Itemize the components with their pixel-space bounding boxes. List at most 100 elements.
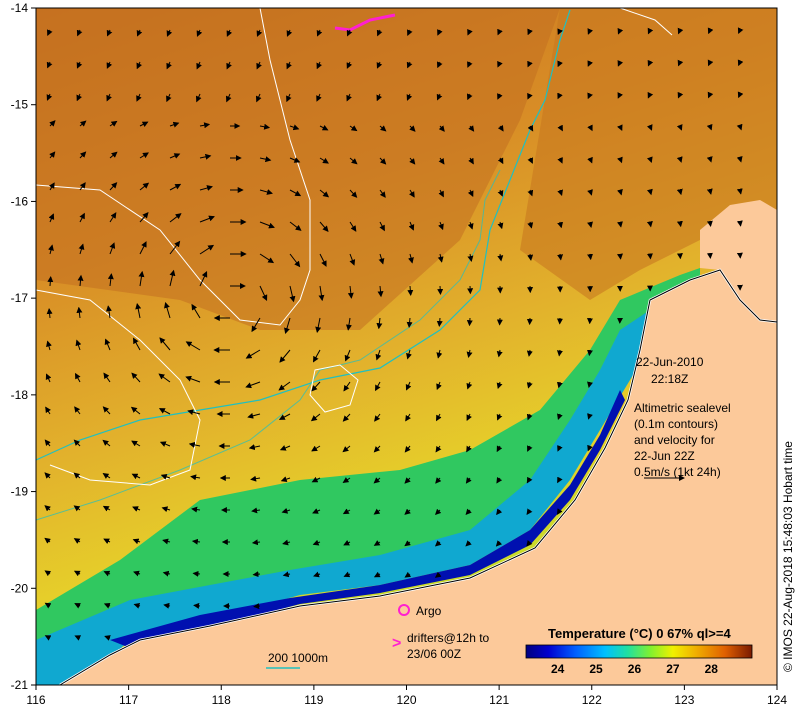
velocity-arrow	[169, 121, 180, 128]
velocity-arrow	[343, 571, 351, 578]
velocity-arrow	[497, 60, 503, 68]
date-label: 22-Jun-2010	[636, 355, 704, 369]
velocity-arrow	[185, 341, 201, 351]
velocity-arrow	[44, 472, 51, 479]
velocity-arrow	[376, 61, 383, 69]
velocity-arrow	[319, 189, 330, 198]
velocity-arrow	[527, 157, 533, 164]
velocity-arrow	[407, 29, 413, 37]
velocity-arrow	[436, 381, 442, 391]
velocity-arrow	[313, 349, 321, 363]
y-tick-label: -19	[11, 485, 29, 499]
velocity-arrow	[256, 29, 263, 37]
velocity-arrow	[706, 188, 713, 195]
velocity-arrow	[247, 412, 261, 419]
velocity-arrow	[676, 188, 683, 196]
x-tick-label: 120	[396, 693, 416, 707]
velocity-arrow	[319, 221, 329, 232]
velocity-arrow	[131, 473, 141, 480]
velocity-arrow	[647, 91, 654, 99]
altimetry-line-2: (0.1m contours)	[634, 417, 718, 431]
velocity-arrow	[468, 157, 474, 165]
x-tick-label: 124	[767, 693, 787, 707]
velocity-arrow	[46, 340, 52, 351]
velocity-arrow	[76, 306, 83, 319]
velocity-arrow	[259, 189, 273, 195]
velocity-arrow	[438, 189, 444, 198]
velocity-arrow	[139, 241, 147, 255]
velocity-arrow	[405, 413, 411, 422]
velocity-arrow	[259, 123, 271, 130]
velocity-arrow	[409, 125, 416, 132]
velocity-arrow	[76, 61, 83, 69]
velocity-arrow	[109, 182, 118, 191]
velocity-arrow	[169, 269, 176, 287]
velocity-arrow	[587, 221, 593, 228]
velocity-arrow	[465, 508, 472, 516]
velocity-arrow	[251, 507, 261, 514]
velocity-arrow	[161, 506, 171, 513]
velocity-arrow	[158, 408, 171, 415]
velocity-arrow	[131, 440, 141, 447]
y-tick-label: -15	[11, 98, 29, 112]
velocity-arrow	[187, 409, 201, 416]
velocity-arrow	[646, 253, 653, 260]
velocity-arrow	[245, 349, 261, 359]
velocity-arrow	[79, 151, 87, 159]
velocity-arrow	[587, 253, 593, 261]
velocity-arrow	[45, 373, 52, 383]
velocity-arrow	[404, 477, 411, 484]
x-axis: 116 117 118 119 120 121 122 123 124	[26, 685, 787, 707]
velocity-arrow	[527, 28, 533, 36]
velocity-arrow	[199, 244, 215, 255]
velocity-arrow	[467, 253, 474, 262]
velocity-arrow	[617, 188, 623, 196]
velocity-arrow	[676, 124, 683, 131]
plot-area	[35, 7, 778, 687]
velocity-arrow	[193, 602, 201, 609]
velocity-arrow	[158, 373, 171, 383]
velocity-arrow	[376, 29, 383, 37]
velocity-arrow	[103, 372, 111, 383]
velocity-arrow	[646, 124, 653, 131]
velocity-arrow	[706, 156, 713, 163]
velocity-arrow	[437, 253, 444, 263]
velocity-arrow	[342, 445, 351, 453]
velocity-arrow	[556, 349, 563, 357]
velocity-arrow	[373, 540, 381, 546]
velocity-arrow	[527, 221, 534, 229]
velocity-arrow	[75, 339, 82, 351]
velocity-arrow	[346, 61, 353, 69]
x-tick-label: 122	[582, 693, 602, 707]
velocity-arrow	[164, 301, 171, 319]
velocity-arrow	[736, 220, 743, 227]
velocity-arrow	[527, 60, 533, 68]
velocity-arrow	[185, 375, 201, 383]
velocity-arrow	[617, 221, 623, 228]
velocity-arrow	[556, 381, 563, 389]
velocity-arrow	[169, 153, 181, 159]
velocity-arrow	[434, 508, 442, 516]
velocity-arrow	[496, 445, 503, 453]
velocity-arrow	[436, 317, 443, 327]
velocity-arrow	[407, 285, 414, 296]
x-tick-label: 123	[674, 693, 694, 707]
x-tick-label: 117	[119, 693, 138, 707]
velocity-arrow	[617, 124, 623, 132]
velocity-arrow	[379, 125, 387, 132]
velocity-arrow	[45, 406, 51, 415]
velocity-arrow	[136, 93, 142, 102]
velocity-arrow	[409, 157, 416, 165]
velocity-arrow	[496, 349, 503, 358]
velocity-arrow	[284, 317, 291, 335]
velocity-arrow	[289, 189, 302, 197]
velocity-arrow	[349, 221, 357, 232]
velocity-arrow	[163, 602, 171, 609]
velocity-arrow	[467, 61, 473, 68]
velocity-arrow	[255, 93, 262, 103]
velocity-arrow	[196, 29, 203, 37]
velocity-arrow	[373, 508, 381, 515]
velocity-arrow	[133, 602, 141, 609]
velocity-arrow	[408, 253, 414, 264]
